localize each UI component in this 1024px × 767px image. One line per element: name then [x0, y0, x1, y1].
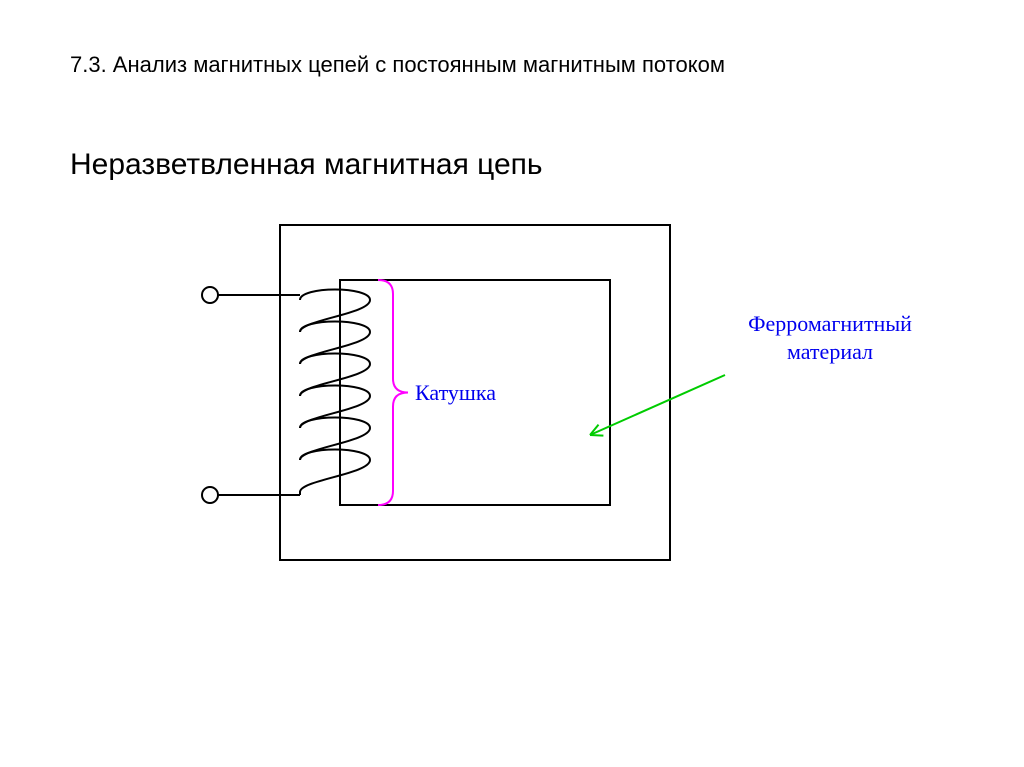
magnetic-circuit-diagram: [0, 0, 1024, 767]
material-label-line1: Ферромагнитный: [748, 311, 912, 336]
material-label-line2: материал: [787, 339, 873, 364]
material-label: Ферромагнитный материал: [730, 310, 930, 365]
coil-label: Катушка: [415, 380, 496, 406]
